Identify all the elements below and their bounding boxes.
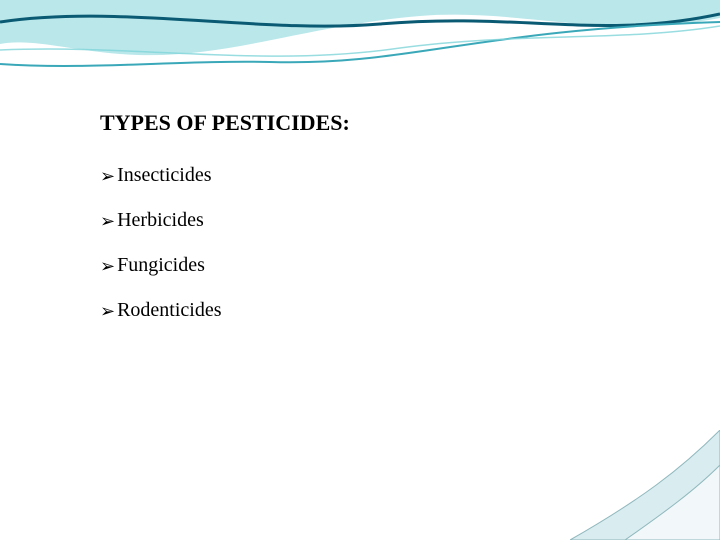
list-item-label: Herbicides bbox=[117, 209, 204, 232]
list-item: ➢ Rodenticides bbox=[100, 299, 620, 322]
slide-content: TYPES OF PESTICIDES: ➢ Insecticides ➢ He… bbox=[100, 110, 620, 344]
corner-inner bbox=[625, 465, 720, 540]
chevron-right-icon: ➢ bbox=[100, 302, 115, 320]
list-item-label: Fungicides bbox=[117, 254, 205, 277]
corner-outer bbox=[570, 430, 720, 540]
list-item-label: Insecticides bbox=[117, 164, 211, 187]
wave-stroke-dark bbox=[0, 14, 720, 26]
wave-stroke-mid bbox=[0, 22, 720, 66]
slide-heading: TYPES OF PESTICIDES: bbox=[100, 110, 620, 136]
chevron-right-icon: ➢ bbox=[100, 167, 115, 185]
top-wave-decor bbox=[0, 0, 720, 110]
list-item: ➢ Fungicides bbox=[100, 254, 620, 277]
chevron-right-icon: ➢ bbox=[100, 257, 115, 275]
chevron-right-icon: ➢ bbox=[100, 212, 115, 230]
corner-curl-decor bbox=[570, 430, 720, 540]
list-item: ➢ Herbicides bbox=[100, 209, 620, 232]
list-item: ➢ Insecticides bbox=[100, 164, 620, 187]
pesticide-list: ➢ Insecticides ➢ Herbicides ➢ Fungicides… bbox=[100, 164, 620, 322]
wave-stroke-light bbox=[0, 26, 720, 56]
wave-fill-light bbox=[0, 0, 720, 55]
list-item-label: Rodenticides bbox=[117, 299, 221, 322]
